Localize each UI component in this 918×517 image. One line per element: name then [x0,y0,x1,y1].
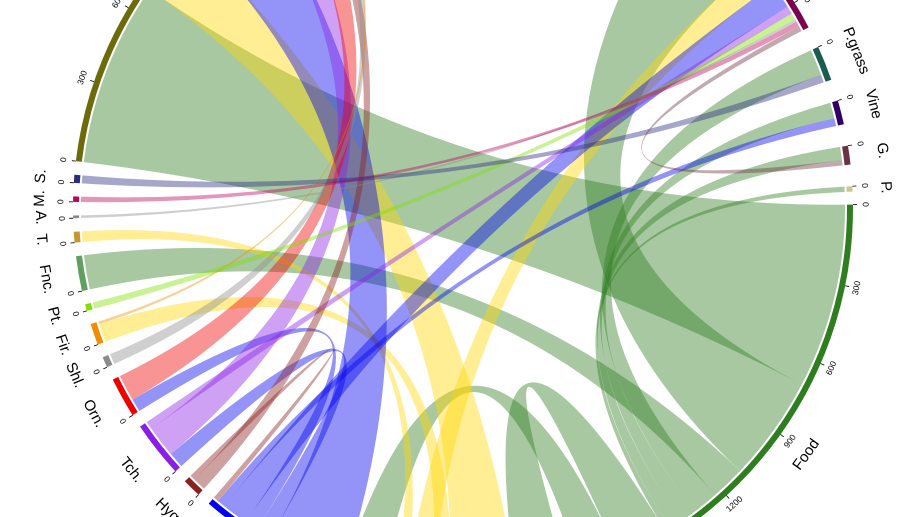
chord [641,26,843,174]
tick-mark [794,0,799,3]
sector-arc [112,376,138,416]
sector-arc [73,174,81,184]
chord [362,385,601,517]
sector-arc [184,477,203,495]
chord [247,0,387,517]
tick-mark [103,366,108,370]
sector-label: Fnc. [36,263,58,295]
tick-label: 0 [860,183,870,189]
tick-label: 300 [850,280,863,296]
sector-label: P. [877,181,895,194]
tick-label: 0 [118,417,129,427]
tick-mark [820,363,825,366]
chord [132,328,336,517]
tick-label: 0 [66,290,77,297]
chord [224,0,788,517]
tick-label: 0 [845,93,856,101]
sector-label: Fir. [52,332,75,357]
sector-arc [85,302,93,311]
tick-label: 0 [855,140,866,147]
chord [151,0,352,455]
tick-mark [124,5,129,9]
sector-label: Shl. [62,360,88,390]
sector-arc [812,46,832,82]
tick-label: 0 [71,310,82,317]
tick-label: 600 [109,0,125,10]
tick-mark [77,290,83,293]
tick-mark [818,44,822,48]
tick-label: 0 [91,368,102,377]
tick-mark [93,344,98,347]
chord [99,297,449,517]
tick-mark [726,495,730,499]
sector-label: S. [32,169,50,184]
sector-label: Tch. [116,454,146,486]
chord [164,0,505,517]
tick-mark [195,494,199,498]
sector-arc [75,255,88,292]
chord [83,248,741,495]
sector-label: Hyg. [152,495,186,517]
tick-label: 0 [82,345,93,353]
tick-label: 0 [824,37,835,46]
chords [81,0,845,517]
sector-arc [690,204,853,517]
tick-mark [837,99,842,101]
tick-label: 0 [186,498,196,509]
tick-mark [172,471,176,475]
sector-label: A. [32,210,49,225]
sector-label: M. [31,190,48,207]
chord [83,0,845,385]
tick-label: 1200 [724,494,745,514]
sector-arc [90,322,104,345]
sector-label: P.grass [839,25,873,77]
tick-label: 0 [57,216,67,221]
chord [119,0,357,400]
tick-mark [82,310,87,313]
chord [170,348,347,517]
sector-arc [140,423,180,472]
sector-arc [75,0,141,162]
tick-label: 0 [861,202,871,207]
tick-label: 0 [58,241,68,247]
sector-arc [785,0,809,31]
chord [505,382,657,517]
sector-arc [102,354,113,368]
tick-label: 300 [75,69,89,86]
sector-label: T. [33,233,51,246]
tick-label: 0 [58,156,69,162]
sector-label: Orn. [79,397,108,431]
sector-label: Vine [862,88,886,121]
sector-label: G. [873,142,892,160]
tick-label: 900 [781,432,798,450]
tick-mark [845,285,850,287]
tick-mark [129,414,133,418]
chord [146,6,792,429]
sector-arc [208,499,236,517]
sector-arc [832,100,844,126]
tick-label: 0 [56,179,66,185]
chord [601,50,822,512]
tick-label: 600 [797,0,813,5]
chord [584,0,802,471]
tick-label: 0 [55,199,65,204]
sector-arc [842,145,851,166]
tick-mark [847,144,852,147]
tick-label: 600 [824,359,839,376]
tick-label: 0 [162,474,173,484]
sector-label: Pt. [44,305,65,327]
tick-mark [90,79,95,83]
sector-arc [73,231,81,243]
tick-mark [780,434,784,438]
